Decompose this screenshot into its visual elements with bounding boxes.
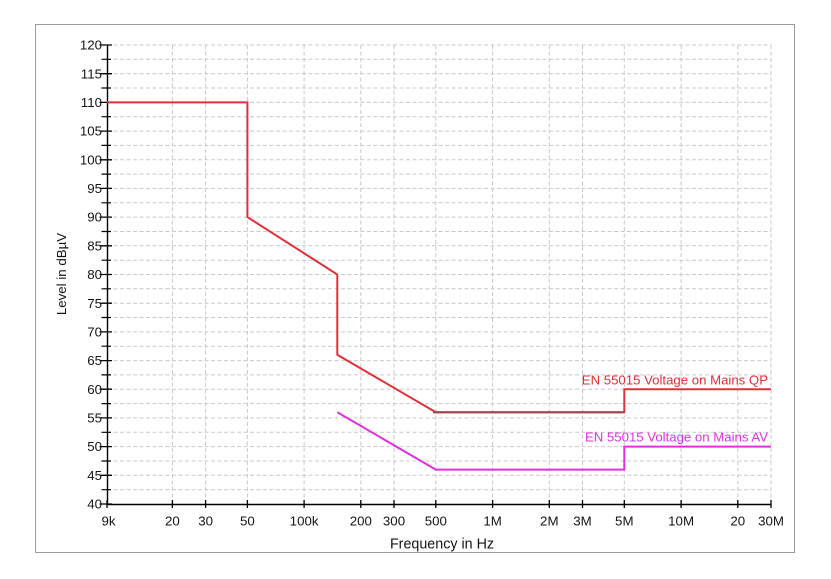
svg-text:5M: 5M <box>615 514 633 529</box>
svg-text:55: 55 <box>87 411 102 426</box>
svg-text:EN 55015 Voltage on Mains AV: EN 55015 Voltage on Mains AV <box>585 430 768 445</box>
svg-text:50: 50 <box>87 439 102 454</box>
svg-text:100k: 100k <box>290 514 319 529</box>
svg-text:95: 95 <box>87 181 102 196</box>
svg-text:20: 20 <box>165 514 180 529</box>
svg-text:100: 100 <box>80 152 102 167</box>
svg-text:120: 120 <box>80 38 102 53</box>
svg-text:70: 70 <box>87 325 102 340</box>
svg-text:500: 500 <box>425 514 447 529</box>
svg-text:60: 60 <box>87 382 102 397</box>
svg-text:Level in dBµV: Level in dBµV <box>54 233 69 315</box>
svg-text:90: 90 <box>87 210 102 225</box>
svg-text:50: 50 <box>240 514 255 529</box>
svg-text:80: 80 <box>87 267 102 282</box>
svg-text:EN 55015 Voltage on Mains QP: EN 55015 Voltage on Mains QP <box>582 373 768 388</box>
svg-text:30M: 30M <box>758 514 784 529</box>
svg-text:20: 20 <box>730 514 745 529</box>
svg-text:Frequency in Hz: Frequency in Hz <box>390 537 494 553</box>
svg-text:65: 65 <box>87 353 102 368</box>
svg-text:9k: 9k <box>101 514 115 529</box>
svg-text:45: 45 <box>87 468 102 483</box>
svg-text:2M: 2M <box>540 514 558 529</box>
svg-text:105: 105 <box>80 124 102 139</box>
svg-text:3M: 3M <box>573 514 591 529</box>
svg-text:85: 85 <box>87 238 102 253</box>
svg-text:300: 300 <box>383 514 405 529</box>
svg-text:30: 30 <box>198 514 213 529</box>
svg-text:1M: 1M <box>483 514 501 529</box>
svg-text:200: 200 <box>350 514 372 529</box>
svg-text:40: 40 <box>87 497 102 512</box>
svg-text:110: 110 <box>81 95 102 110</box>
svg-text:75: 75 <box>87 296 102 311</box>
svg-text:115: 115 <box>81 66 102 81</box>
svg-text:10M: 10M <box>668 514 694 529</box>
